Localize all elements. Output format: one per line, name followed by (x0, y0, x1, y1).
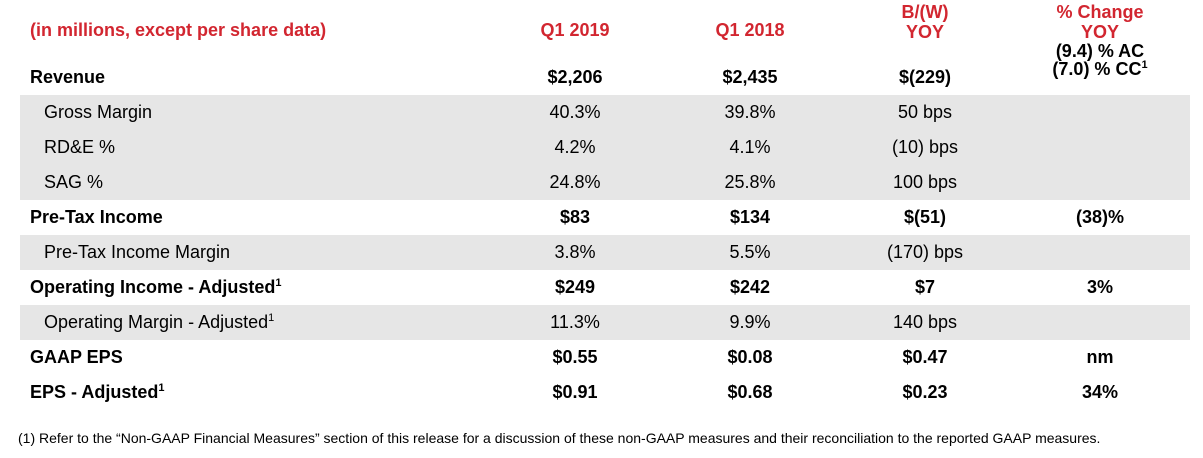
table-row-pretax-margin: Pre-Tax Income Margin 3.8% 5.5% (170) bp… (20, 235, 1190, 270)
cell-bw: (10) bps (891, 137, 959, 157)
cell-pct-change (1030, 165, 1170, 200)
cell-pct-change (1030, 95, 1170, 130)
cell-bw: $(51) (903, 207, 947, 227)
header-label: (in millions, except per share data) (30, 20, 327, 40)
row-label: Gross Margin (44, 102, 153, 122)
table-row-operating-margin-adjusted: Operating Margin - Adjusted1 11.3% 9.9% … (20, 305, 1190, 340)
row-label: Revenue (30, 67, 106, 87)
row-label: Operating Margin - Adjusted1 (44, 312, 275, 332)
cell-q1-2019: 4.2% (554, 137, 596, 157)
cell-q1-2019: $249 (554, 277, 596, 297)
table-row-revenue: Revenue $2,206 $2,435 $(229) (9.4) % AC … (20, 42, 1190, 95)
cell-bw: $7 (914, 277, 936, 297)
cell-bw: (170) bps (886, 242, 964, 262)
header-pct-change: % Change YOY (1056, 2, 1144, 42)
cell-q1-2018: $2,435 (722, 67, 778, 87)
cell-q1-2018: $0.08 (727, 347, 773, 367)
cell-bw: 140 bps (892, 312, 958, 332)
table-header: (in millions, except per share data) Q1 … (20, 0, 1190, 60)
cell-pct-change (1030, 305, 1170, 340)
cell-pct-change: 3% (1086, 277, 1113, 297)
cell-q1-2019: $0.91 (552, 382, 598, 402)
cell-q1-2018: $0.68 (727, 382, 773, 402)
cell-q1-2018: 4.1% (729, 137, 771, 157)
header-q1-2019: Q1 2019 (540, 20, 610, 40)
header-q1-2018: Q1 2018 (715, 20, 785, 40)
cell-q1-2018: 9.9% (729, 312, 771, 332)
cell-pct-change: (38)% (1075, 207, 1124, 227)
footnote: (1) Refer to the “Non-GAAP Financial Mea… (18, 430, 1101, 446)
cell-q1-2018: 5.5% (729, 242, 771, 262)
table-row-gaap-eps: GAAP EPS $0.55 $0.08 $0.47 nm (20, 340, 1190, 375)
cell-pct-change (1030, 235, 1170, 270)
financial-summary-table: (in millions, except per share data) Q1 … (20, 0, 1190, 410)
row-label: Pre-Tax Income Margin (44, 242, 231, 262)
cell-q1-2018: 39.8% (724, 102, 776, 122)
header-bw-yoy: B/(W) YOY (901, 2, 949, 42)
cell-bw: $0.23 (902, 382, 948, 402)
row-label: Pre-Tax Income (30, 207, 163, 227)
cell-q1-2019: $0.55 (552, 347, 598, 367)
cell-bw: 50 bps (897, 102, 953, 122)
cell-q1-2019: 3.8% (554, 242, 596, 262)
row-label: RD&E % (44, 137, 116, 157)
cell-pct-change: 34% (1081, 382, 1119, 402)
cell-q1-2019: 40.3% (549, 102, 601, 122)
cell-q1-2019: $2,206 (547, 67, 603, 87)
cell-q1-2019: 24.8% (549, 172, 601, 192)
row-label: SAG % (44, 172, 104, 192)
cell-q1-2019: $83 (559, 207, 591, 227)
cell-bw: $0.47 (902, 347, 948, 367)
cell-q1-2019: 11.3% (550, 312, 600, 332)
table-row-sag: SAG % 24.8% 25.8% 100 bps (20, 165, 1190, 200)
cell-q1-2018: $242 (729, 277, 771, 297)
cell-q1-2018: 25.8% (724, 172, 776, 192)
row-label: EPS - Adjusted1 (30, 382, 165, 402)
table-row-pretax-income: Pre-Tax Income $83 $134 $(51) (38)% (20, 200, 1190, 235)
row-label: Operating Income - Adjusted1 (30, 277, 282, 297)
cell-pct-change (1030, 130, 1170, 165)
cell-q1-2018: $134 (729, 207, 771, 227)
cell-pct-change: nm (1086, 347, 1114, 367)
cell-bw: $(229) (898, 67, 952, 87)
table-row-gross-margin: Gross Margin 40.3% 39.8% 50 bps (20, 95, 1190, 130)
table-row-eps-adjusted: EPS - Adjusted1 $0.91 $0.68 $0.23 34% (20, 375, 1190, 410)
table-row-operating-income-adjusted: Operating Income - Adjusted1 $249 $242 $… (20, 270, 1190, 305)
cell-bw: 100 bps (892, 172, 958, 192)
cell-pct-change: (9.4) % AC (7.0) % CC1 (1052, 41, 1148, 79)
table-row-rde: RD&E % 4.2% 4.1% (10) bps (20, 130, 1190, 165)
row-label: GAAP EPS (30, 347, 123, 367)
